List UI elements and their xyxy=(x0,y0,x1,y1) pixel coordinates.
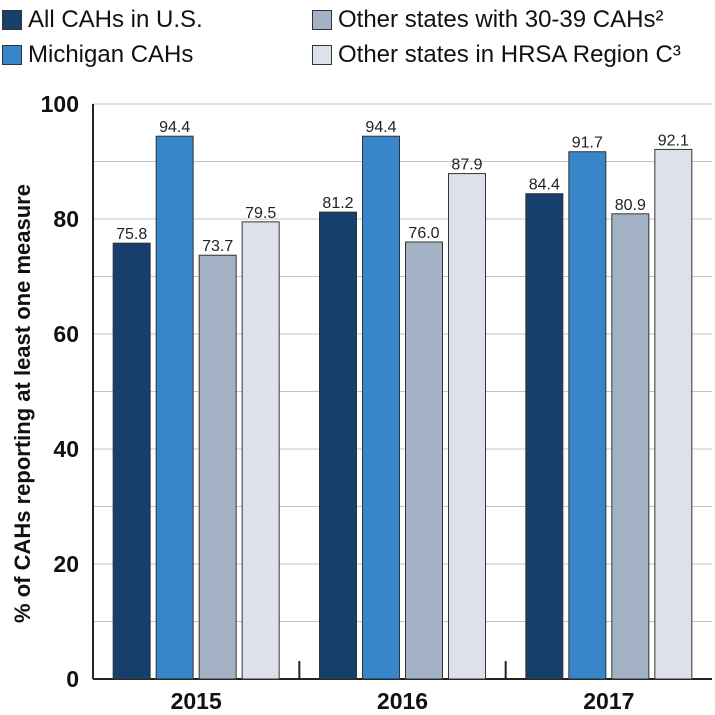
bar-value-label: 94.4 xyxy=(159,119,190,136)
bar xyxy=(198,254,237,680)
bar xyxy=(155,135,194,680)
bar-value-label: 79.5 xyxy=(245,205,276,222)
legend-item-michigan-cahs: Michigan CAHs xyxy=(2,41,193,69)
x-tick-label: 2017 xyxy=(583,688,634,714)
bar-value-label: 84.4 xyxy=(529,177,560,194)
bar xyxy=(525,193,564,680)
bar xyxy=(448,173,486,680)
bar-value-label: 73.7 xyxy=(202,238,233,255)
y-tick-label: 20 xyxy=(53,551,79,577)
bar xyxy=(654,148,693,680)
y-axis-title: % of CAHs reporting at least one measure xyxy=(10,184,35,623)
bar xyxy=(568,151,607,680)
bar xyxy=(405,241,443,680)
bar-value-label: 94.4 xyxy=(365,119,396,136)
legend-item-30-39-cahs: Other states with 30-39 CAHs² xyxy=(312,6,663,34)
bar-value-label: 80.9 xyxy=(615,197,646,214)
bar-value-label: 76.0 xyxy=(408,225,439,242)
y-tick-label: 0 xyxy=(66,666,79,692)
legend: All CAHs in U.S. Michigan CAHs Other sta… xyxy=(0,0,715,80)
x-tick-label: 2015 xyxy=(171,688,222,714)
bar-value-label: 81.2 xyxy=(322,195,353,212)
y-tick-label: 80 xyxy=(53,206,79,232)
legend-swatch xyxy=(2,10,22,30)
legend-swatch xyxy=(2,45,22,65)
bar-value-label: 87.9 xyxy=(451,157,482,174)
legend-swatch xyxy=(312,45,332,65)
bar xyxy=(611,213,650,680)
legend-item-hrsa-region-c: Other states in HRSA Region C³ xyxy=(312,41,681,69)
legend-label: Other states with 30-39 CAHs² xyxy=(338,6,664,33)
bar xyxy=(241,221,280,680)
y-tick-label: 60 xyxy=(53,321,79,347)
legend-label: Other states in HRSA Region C³ xyxy=(338,41,681,68)
y-tick-label: 40 xyxy=(53,436,79,462)
legend-label: Michigan CAHs xyxy=(28,41,194,68)
bar xyxy=(362,135,400,680)
x-tick-label: 2016 xyxy=(377,688,428,714)
bar xyxy=(319,211,357,680)
legend-item-all-cahs: All CAHs in U.S. xyxy=(2,6,203,34)
bar xyxy=(112,242,151,680)
legend-label: All CAHs in U.S. xyxy=(28,6,203,33)
legend-swatch xyxy=(312,10,332,30)
bar-value-label: 92.1 xyxy=(658,132,689,149)
y-tick-label: 100 xyxy=(41,91,79,117)
bar-value-label: 91.7 xyxy=(572,135,603,152)
bar-value-label: 75.8 xyxy=(116,226,147,243)
